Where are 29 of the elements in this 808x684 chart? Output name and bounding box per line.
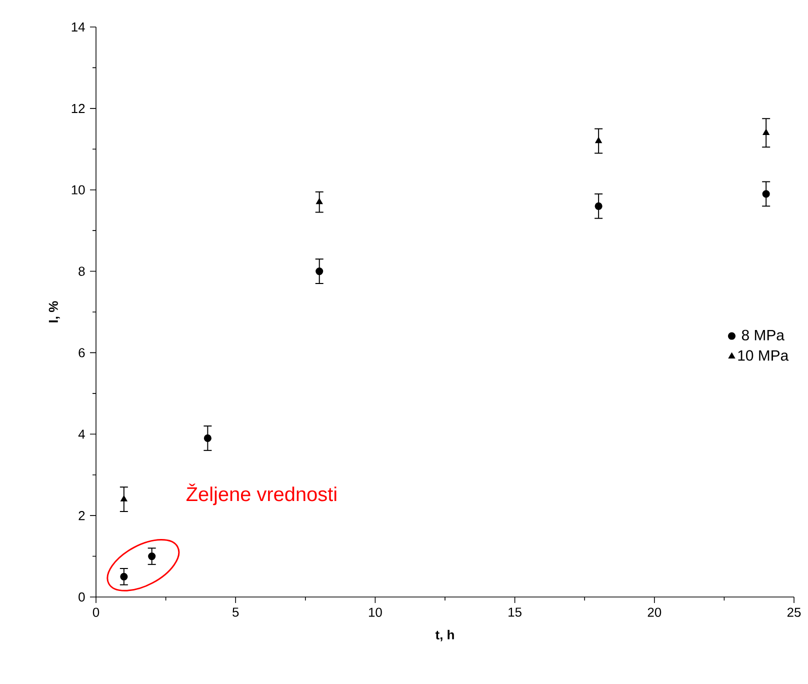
y-axis-title: I, % — [48, 301, 60, 322]
point — [120, 495, 128, 502]
point — [762, 190, 770, 198]
point — [316, 198, 323, 204]
point — [148, 552, 156, 560]
legend-label: 8 MPa — [742, 330, 784, 340]
point — [204, 434, 212, 442]
legend-label: 10 MPa — [738, 350, 789, 361]
y-tick-label: 14 — [72, 22, 85, 32]
point — [316, 267, 324, 276]
y-tick-label: 0 — [78, 592, 85, 602]
y-tick-label: 8 — [78, 266, 85, 276]
y-tick-label: 4 — [78, 430, 85, 439]
y-tick-label: 10 — [72, 185, 85, 194]
point — [762, 129, 770, 135]
x-tick-label: 15 — [508, 608, 522, 617]
point — [594, 202, 602, 210]
x-tick-label: 20 — [648, 608, 662, 617]
x-axis-title: t, h — [435, 630, 454, 642]
y-tick-label: 2 — [78, 511, 85, 520]
x-tick-label: 5 — [232, 608, 239, 617]
y-tick-label: 12 — [72, 104, 85, 113]
point — [120, 572, 128, 580]
x-tick-label: 25 — [787, 608, 801, 617]
x-tick-label: 10 — [368, 608, 382, 617]
point — [595, 137, 602, 144]
y-tick-label: 6 — [78, 348, 85, 358]
x-tick-label: 0 — [92, 608, 100, 617]
annotation: Željene vrednosti — [186, 484, 336, 506]
